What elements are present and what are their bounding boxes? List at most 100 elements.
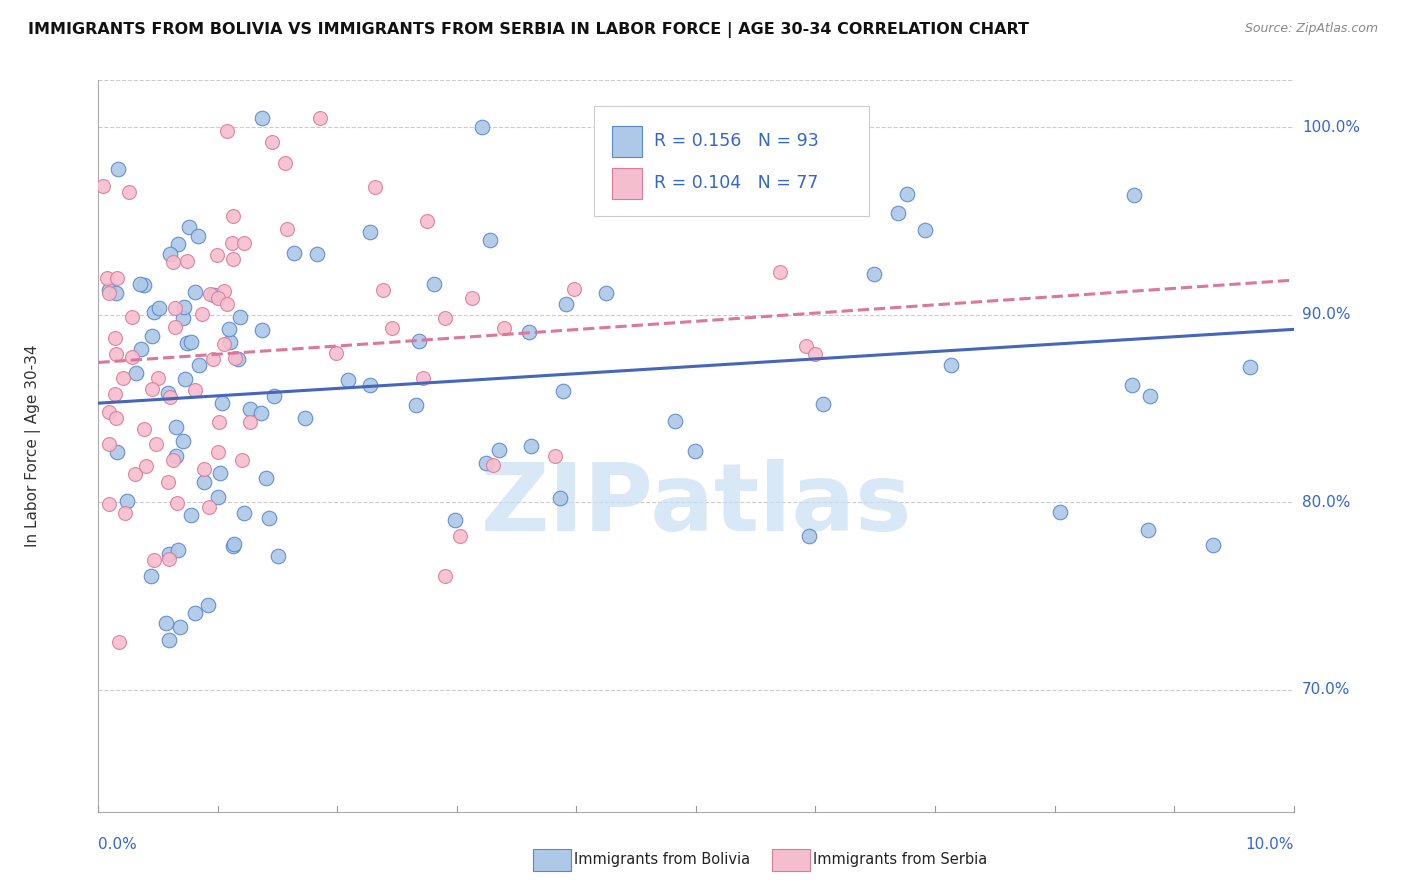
Point [191, 307, 214, 321]
Point [200, 287, 222, 301]
Point [520, 439, 543, 453]
Point [179, 219, 201, 234]
Point [174, 372, 197, 386]
Point [423, 277, 446, 292]
Point [474, 456, 496, 470]
Point [1121, 377, 1143, 392]
Point [224, 537, 246, 551]
Point [187, 229, 209, 244]
Point [98, 497, 121, 511]
Point [1239, 360, 1261, 375]
Point [595, 286, 617, 301]
Point [146, 370, 169, 384]
Point [157, 547, 180, 561]
Point [412, 370, 434, 384]
Point [359, 225, 381, 239]
Point [148, 301, 170, 315]
Point [135, 458, 157, 473]
Point [250, 111, 273, 125]
Text: 70.0%: 70.0% [1302, 682, 1350, 698]
Point [359, 378, 381, 392]
Point [139, 569, 162, 583]
Point [257, 511, 280, 525]
Point [1136, 523, 1159, 537]
FancyBboxPatch shape [595, 106, 869, 216]
Point [222, 252, 245, 267]
Point [434, 569, 457, 583]
Point [226, 351, 249, 366]
Point [207, 490, 229, 504]
Bar [613, 168, 643, 199]
Point [548, 491, 571, 505]
Point [780, 182, 803, 196]
Text: 80.0%: 80.0% [1302, 495, 1350, 509]
Point [105, 270, 128, 285]
Point [260, 135, 283, 149]
Point [104, 331, 127, 345]
Point [517, 325, 540, 339]
Text: Immigrants from Bolivia: Immigrants from Bolivia [574, 853, 749, 867]
Point [221, 236, 243, 251]
Point [143, 552, 166, 566]
Point [218, 334, 240, 349]
Point [208, 415, 231, 429]
Point [97, 405, 120, 419]
Point [169, 620, 191, 634]
Text: In Labor Force | Age 30-34: In Labor Force | Age 30-34 [25, 344, 41, 548]
Point [104, 387, 127, 401]
Point [156, 386, 179, 401]
Point [184, 285, 207, 299]
Point [325, 346, 347, 360]
Point [564, 282, 586, 296]
Point [105, 347, 128, 361]
Point [176, 253, 198, 268]
Point [141, 382, 163, 396]
Point [97, 437, 120, 451]
Point [381, 321, 404, 335]
Point [96, 270, 118, 285]
Point [104, 285, 127, 300]
Point [91, 178, 114, 193]
Point [121, 351, 143, 365]
Point [111, 371, 134, 385]
Point [118, 185, 141, 199]
Point [211, 395, 233, 409]
Point [172, 311, 194, 326]
Point [165, 319, 187, 334]
Text: 0.0%: 0.0% [98, 837, 138, 852]
Point [804, 347, 827, 361]
Point [1049, 505, 1071, 519]
Point [193, 461, 215, 475]
Point [165, 449, 187, 463]
Point [188, 358, 211, 372]
Text: 90.0%: 90.0% [1302, 307, 1350, 322]
Point [1202, 538, 1225, 552]
Point [939, 358, 962, 372]
Point [134, 277, 156, 292]
Point [197, 500, 219, 515]
Point [201, 351, 224, 366]
Point [449, 529, 471, 543]
Point [184, 607, 207, 621]
Point [461, 291, 484, 305]
Text: R = 0.104   N = 77: R = 0.104 N = 77 [654, 174, 818, 192]
Point [107, 635, 129, 649]
Point [364, 180, 387, 194]
Point [162, 452, 184, 467]
Point [166, 496, 188, 510]
Text: ZIPatlas: ZIPatlas [481, 458, 911, 550]
Point [180, 508, 202, 522]
Text: R = 0.156   N = 93: R = 0.156 N = 93 [654, 132, 818, 150]
Point [239, 415, 262, 429]
Point [239, 401, 262, 416]
Point [207, 291, 229, 305]
Point [233, 236, 256, 251]
Point [794, 339, 817, 353]
Point [207, 445, 229, 459]
Point [769, 265, 792, 279]
Point [97, 283, 120, 297]
Point [121, 310, 143, 324]
Point [212, 336, 235, 351]
Point [222, 209, 245, 223]
Point [167, 543, 190, 558]
